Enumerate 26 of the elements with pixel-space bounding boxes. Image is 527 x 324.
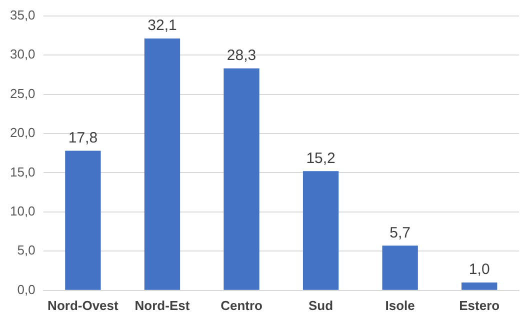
x-tick-label: Isole xyxy=(385,298,415,313)
y-tick-label: 25,0 xyxy=(10,86,36,101)
bar xyxy=(144,38,180,290)
bar xyxy=(462,282,498,290)
data-label: 1,0 xyxy=(468,261,490,278)
y-tick-label: 35,0 xyxy=(10,7,36,22)
data-label: 15,2 xyxy=(306,150,336,167)
y-tick-label: 5,0 xyxy=(17,242,36,258)
bar xyxy=(302,171,339,290)
data-label: 17,8 xyxy=(68,129,98,146)
y-tick-label: 15,0 xyxy=(10,164,36,180)
bar xyxy=(224,68,260,290)
data-label: 32,1 xyxy=(148,17,177,34)
y-tick-label: 20,0 xyxy=(10,125,36,140)
y-tick-label: 10,0 xyxy=(10,204,36,219)
bar xyxy=(382,246,418,290)
x-tick-label: Sud xyxy=(308,298,334,313)
y-tick-label: 30,0 xyxy=(10,46,36,62)
x-tick-label: Nord-Est xyxy=(134,298,190,313)
bar xyxy=(65,150,101,290)
y-tick-label: 0,0 xyxy=(17,282,36,297)
x-tick-label: Nord-Ovest xyxy=(48,298,120,313)
data-label: 28,3 xyxy=(226,47,256,64)
x-tick-label: Estero xyxy=(459,298,500,313)
data-label: 5,7 xyxy=(390,224,411,242)
x-tick-label: Centro xyxy=(220,298,263,313)
